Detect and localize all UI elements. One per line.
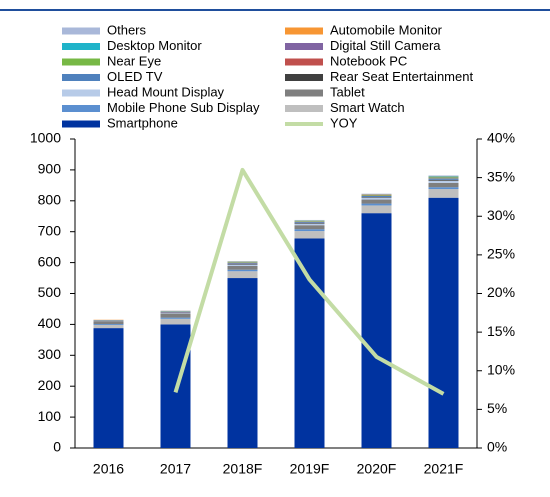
y2-tick-label: 25%	[487, 246, 515, 262]
bar-segment	[361, 205, 392, 214]
bar-segment	[160, 318, 191, 325]
y2-tick-label: 10%	[487, 361, 515, 377]
bar-segment	[294, 229, 325, 232]
legend-swatch	[62, 58, 100, 66]
legend-swatch	[62, 43, 100, 50]
x-tick-label: 2016	[93, 461, 124, 477]
bar-segment	[294, 231, 325, 239]
bar-segment	[93, 328, 124, 448]
y-tick-label: 300	[38, 346, 62, 362]
legend-label: Near Eye	[107, 53, 161, 68]
legend-swatch	[285, 74, 323, 81]
bar-segment	[428, 189, 459, 198]
x-tick-label: 2021F	[424, 461, 464, 477]
yoy-line	[173, 167, 445, 396]
bar-segment	[361, 197, 392, 200]
bar-segment	[361, 197, 392, 198]
bar-segment	[160, 317, 191, 319]
x-tick-label: 2019F	[290, 461, 330, 477]
legend-label: OLED TV	[107, 69, 163, 84]
legend-label: Others	[107, 22, 147, 37]
bar-segment	[160, 313, 191, 318]
legend-label: Digital Still Camera	[330, 38, 441, 53]
bar-segment	[227, 265, 258, 270]
bar-segment	[428, 180, 459, 183]
bar-segment	[294, 238, 325, 448]
bar-segment	[227, 264, 258, 265]
y2-tick-label: 5%	[487, 400, 507, 416]
bar-segment	[428, 177, 459, 179]
bar-segment	[294, 225, 325, 230]
y2-tick-label: 20%	[487, 284, 515, 300]
bar-segment	[93, 324, 124, 326]
bar-segment	[428, 175, 459, 177]
y-tick-label: 400	[38, 315, 62, 331]
bar-segment	[160, 313, 191, 314]
y2-tick-label: 15%	[487, 323, 515, 339]
y2-tick-label: 40%	[487, 130, 515, 146]
bar-segment	[361, 199, 392, 204]
legend-swatch	[285, 89, 323, 97]
y-tick-label: 100	[38, 408, 62, 424]
legend-swatch	[62, 105, 100, 112]
bar-segment	[93, 325, 124, 329]
bar-segment	[428, 179, 459, 181]
bar-segment	[227, 262, 258, 263]
legend-label: Rear Seat Entertainment	[330, 69, 473, 84]
legend-swatch	[285, 43, 323, 50]
legend-swatch	[62, 89, 100, 97]
legend-swatch	[285, 58, 323, 66]
bar-segment	[294, 223, 325, 226]
bar-segment	[227, 271, 258, 279]
bar-segment	[294, 221, 325, 222]
bar-segment	[227, 263, 258, 265]
bar-segment	[160, 312, 191, 313]
legend-swatch	[285, 27, 323, 35]
bar-segment	[428, 182, 459, 188]
legend-swatch	[285, 105, 323, 112]
legend-label: Tablet	[330, 84, 365, 99]
bar-segment	[361, 213, 392, 448]
bar-segment	[294, 222, 325, 224]
legend-label: Desktop Monitor	[107, 38, 202, 53]
bar-segment	[428, 197, 459, 448]
y-tick-label: 800	[38, 192, 62, 208]
y-tick-label: 700	[38, 222, 62, 238]
legend-swatch	[62, 120, 100, 128]
bar-segment	[361, 195, 392, 198]
y2-tick-label: 30%	[487, 207, 515, 223]
y2-tick-label: 0%	[487, 439, 507, 455]
legend-label: Notebook PC	[330, 53, 407, 68]
bar-segment	[227, 264, 258, 266]
legend-label: YOY	[330, 115, 358, 130]
legend-label: Automobile Monitor	[330, 22, 443, 37]
bar-segment	[227, 278, 258, 448]
legend-label: Smart Watch	[330, 100, 405, 115]
bar-segment	[93, 321, 124, 325]
bar-segment	[294, 223, 325, 224]
bar-segment	[361, 194, 392, 196]
y-tick-label: 200	[38, 377, 62, 393]
x-tick-label: 2017	[160, 461, 191, 477]
legend-swatch	[62, 27, 100, 35]
legend-label: Smartphone	[107, 115, 178, 130]
bar-segment	[361, 203, 392, 206]
x-tick-label: 2020F	[357, 461, 397, 477]
y-tick-label: 600	[38, 253, 62, 269]
legend-swatch	[62, 74, 100, 81]
y-tick-label: 0	[53, 439, 61, 455]
y-tick-label: 1000	[30, 130, 61, 146]
bar-segment	[428, 176, 459, 178]
y-tick-label: 500	[38, 284, 62, 300]
legend-label: Mobile Phone Sub Display	[107, 100, 260, 115]
bar-segment	[428, 178, 459, 180]
bar-segment	[428, 187, 459, 190]
y-tick-label: 900	[38, 161, 62, 177]
legend-label: Head Mount Display	[107, 84, 225, 99]
y2-tick-label: 35%	[487, 168, 515, 184]
x-tick-label: 2018F	[223, 461, 263, 477]
bar-segment	[227, 269, 258, 272]
